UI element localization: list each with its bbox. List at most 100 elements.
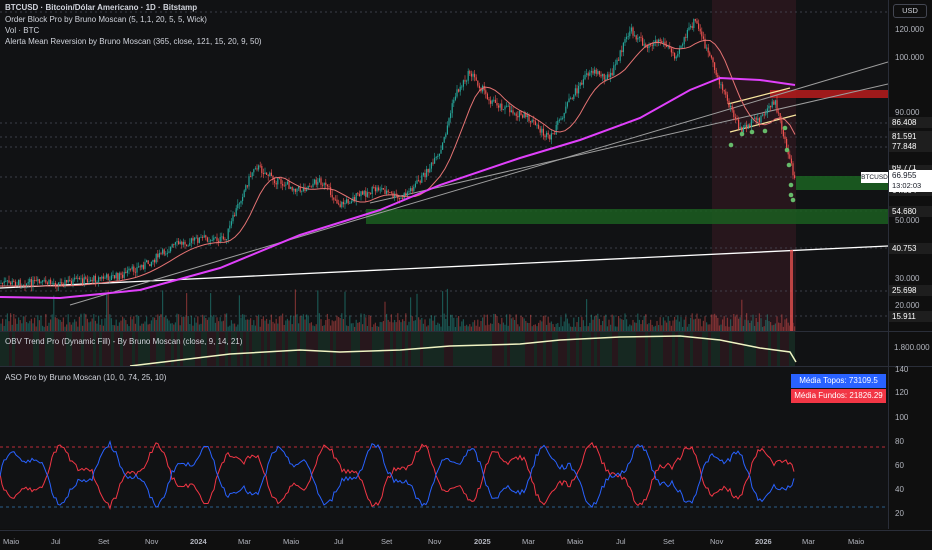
volume-bar [117, 325, 119, 331]
obv-legend[interactable]: OBV Trend Pro (Dynamic Fill) - By Bruno … [5, 337, 243, 346]
level-label: 15.911 [889, 311, 932, 322]
level-label: 86.408 [889, 117, 932, 128]
candle [262, 173, 264, 175]
candle [594, 69, 596, 74]
time-axis[interactable] [0, 530, 932, 550]
pane-separator[interactable] [0, 366, 932, 367]
candle [43, 279, 45, 281]
candle [416, 180, 418, 184]
candle [328, 186, 330, 188]
volume-bar [133, 316, 135, 331]
obv-fill [129, 332, 132, 366]
obv-fill [90, 332, 93, 366]
candle [258, 165, 260, 170]
candle [728, 100, 730, 108]
obv-fill [591, 332, 594, 366]
candle [760, 115, 762, 123]
volume-bar [118, 322, 120, 331]
volume-bar [394, 319, 396, 331]
candle [715, 70, 717, 75]
obv-fill [696, 332, 699, 366]
candle [294, 188, 296, 192]
volume-bar [645, 314, 647, 331]
volume-bar [237, 324, 239, 331]
price-chart[interactable] [0, 0, 888, 331]
candle [379, 189, 381, 191]
moving-average-red [0, 39, 796, 287]
obv-fill [324, 332, 327, 366]
candle [544, 135, 546, 138]
aso-pane[interactable] [0, 367, 888, 529]
volume-bar [301, 316, 303, 331]
volume-bar [90, 321, 92, 331]
volume-bar [571, 326, 573, 331]
candle [517, 115, 519, 118]
volume-bar [122, 316, 124, 331]
volume-bar [512, 317, 514, 331]
volume-bar [264, 320, 266, 331]
candle [40, 281, 42, 283]
candle [632, 27, 634, 36]
indicator-legend[interactable]: Alerta Mean Reversion by Bruno Moscan (3… [5, 37, 262, 46]
candle [45, 279, 47, 283]
volume-bar [410, 297, 412, 331]
volume-bar [715, 315, 717, 331]
obv-fill [75, 332, 78, 366]
obv-axis[interactable] [888, 332, 932, 366]
obv-fill [645, 332, 648, 366]
volume-bar [754, 325, 756, 331]
volume-bar [451, 314, 453, 331]
obv-fill [546, 332, 549, 366]
signal-dot [749, 129, 755, 135]
obv-fill [102, 332, 105, 366]
volume-bar [704, 316, 706, 331]
candle [338, 203, 340, 205]
volume-bar [210, 293, 212, 331]
candle [67, 279, 69, 283]
volume-bar [74, 319, 76, 331]
obv-fill [30, 332, 33, 366]
volume-bar [691, 313, 693, 331]
candle [126, 270, 128, 273]
candle [547, 132, 549, 135]
candle [110, 275, 112, 280]
candle [149, 264, 151, 267]
pane-separator[interactable] [0, 331, 932, 332]
aso-chart[interactable] [0, 367, 888, 529]
candle [614, 64, 616, 66]
aso-legend[interactable]: ASO Pro by Bruno Moscan (10, 0, 74, 25, … [5, 373, 167, 382]
obv-fill [543, 332, 546, 366]
candle [611, 72, 613, 76]
volume-bar [504, 324, 506, 331]
volume-bar [166, 318, 168, 331]
candle [123, 272, 125, 278]
time-tick: Set [98, 537, 110, 546]
volume-bar [309, 323, 311, 331]
obv-fill [489, 332, 492, 366]
candle [509, 105, 511, 113]
volume-bar [371, 326, 373, 331]
candle [630, 27, 632, 32]
time-tick: Maio [283, 537, 300, 546]
volume-bar [738, 318, 740, 331]
volume-bar [739, 317, 741, 331]
aso-axis[interactable] [888, 367, 932, 529]
obv-fill [483, 332, 486, 366]
obv-fill [456, 332, 459, 366]
indicator-legend[interactable]: Vol · BTC [5, 26, 40, 35]
volume-bar [72, 322, 74, 331]
volume-bar [514, 319, 516, 331]
candle [640, 37, 642, 38]
volume-bar [5, 319, 7, 331]
volume-bar [570, 326, 572, 331]
indicator-legend[interactable]: Order Block Pro by Bruno Moscan (5, 1,1,… [5, 15, 207, 24]
volume-bar [496, 316, 498, 331]
candle [390, 192, 392, 194]
candle [382, 188, 384, 190]
obv-chart[interactable] [0, 332, 888, 366]
volume-bar [734, 316, 736, 331]
candle [536, 124, 538, 126]
currency-button[interactable]: USD [893, 4, 927, 18]
chart-title[interactable]: BTCUSD · Bitcoin/Dólar Americano · 1D · … [5, 3, 198, 12]
obv-fill [534, 332, 537, 366]
